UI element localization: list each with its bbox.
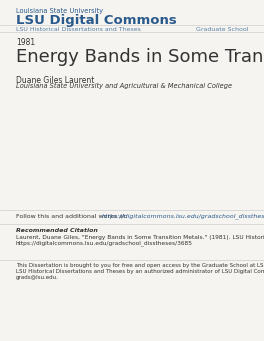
Text: https://digitalcommons.lsu.edu/gradschool_disstheses: https://digitalcommons.lsu.edu/gradschoo… — [102, 214, 264, 220]
Text: Follow this and additional works at:: Follow this and additional works at: — [16, 214, 129, 219]
Text: Recommended Citation: Recommended Citation — [16, 228, 98, 233]
Text: LSU Digital Commons: LSU Digital Commons — [16, 14, 177, 27]
Text: Energy Bands in Some Transition Metals.: Energy Bands in Some Transition Metals. — [16, 48, 264, 66]
Text: Laurent, Duane Giles, "Energy Bands in Some Transition Metals." (1981). LSU Hist: Laurent, Duane Giles, "Energy Bands in S… — [16, 235, 264, 246]
Text: This Dissertation is brought to you for free and open access by the Graduate Sch: This Dissertation is brought to you for … — [16, 263, 264, 280]
Text: Louisiana State University and Agricultural & Mechanical College: Louisiana State University and Agricultu… — [16, 83, 232, 89]
Text: Graduate School: Graduate School — [196, 27, 248, 32]
Text: 1981: 1981 — [16, 38, 35, 47]
Text: LSU Historical Dissertations and Theses: LSU Historical Dissertations and Theses — [16, 27, 141, 32]
Text: Duane Giles Laurent: Duane Giles Laurent — [16, 76, 94, 85]
Text: Louisiana State University: Louisiana State University — [16, 8, 103, 14]
